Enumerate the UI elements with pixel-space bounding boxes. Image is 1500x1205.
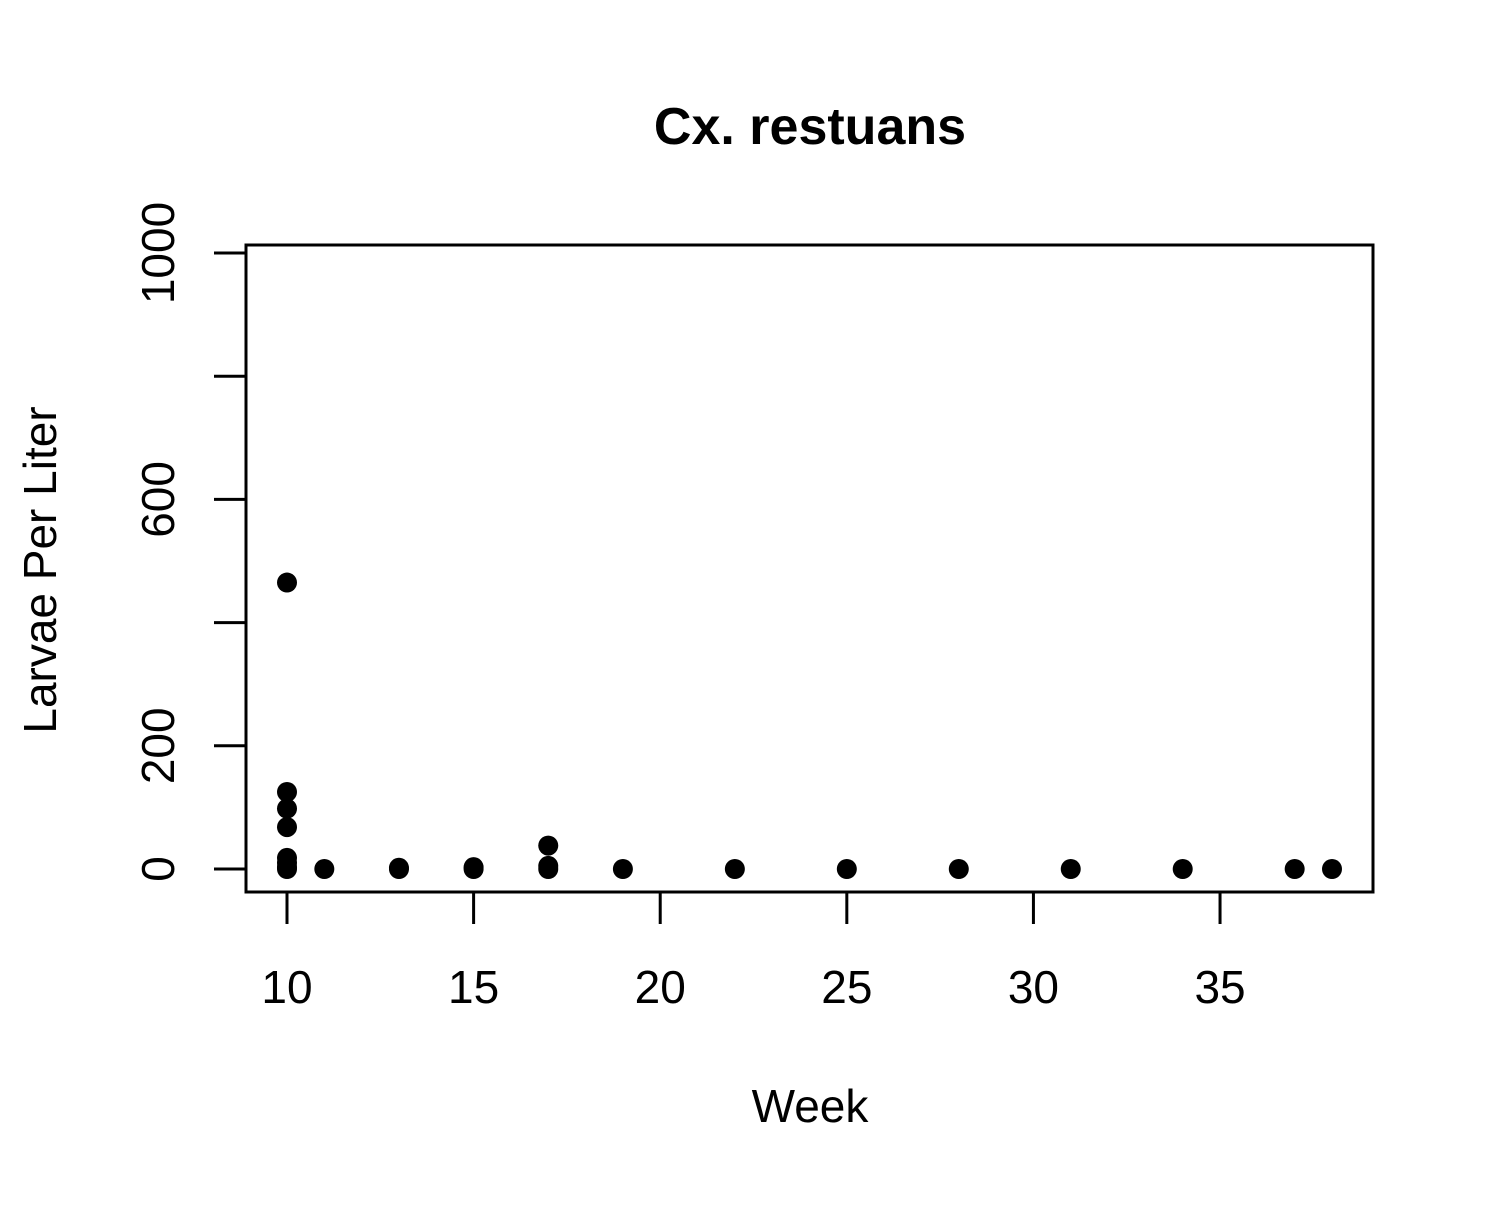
data-point bbox=[538, 835, 559, 856]
x-tick-label: 10 bbox=[261, 961, 312, 1013]
y-tick-label: 0 bbox=[132, 856, 184, 882]
x-axis-label: Week bbox=[752, 1080, 870, 1132]
y-tick-label: 200 bbox=[132, 707, 184, 784]
chart-title: Cx. restuans bbox=[654, 98, 966, 156]
y-tick-label: 600 bbox=[132, 461, 184, 538]
data-point bbox=[1172, 859, 1193, 879]
x-tick-label: 25 bbox=[821, 961, 872, 1013]
data-point bbox=[836, 859, 857, 879]
data-point bbox=[314, 859, 335, 879]
data-point bbox=[1284, 859, 1305, 879]
data-point bbox=[1322, 859, 1342, 879]
x-axis: 10 15 20 25 30 35 bbox=[261, 890, 1246, 1013]
data-point bbox=[463, 859, 484, 879]
data-point bbox=[948, 859, 969, 879]
data-point bbox=[724, 859, 745, 879]
data-point bbox=[277, 859, 297, 879]
data-point bbox=[277, 798, 297, 819]
x-tick-label: 30 bbox=[1008, 961, 1059, 1013]
y-tick-label: 1000 bbox=[132, 202, 184, 304]
y-axis-label: Larvae Per Liter bbox=[14, 406, 66, 733]
x-tick-label: 20 bbox=[635, 961, 686, 1013]
data-point bbox=[1060, 859, 1081, 879]
data-points bbox=[277, 572, 1342, 879]
data-point bbox=[612, 859, 633, 879]
data-point bbox=[277, 572, 297, 593]
data-point bbox=[277, 782, 297, 802]
x-tick-label: 35 bbox=[1194, 961, 1245, 1013]
plot-frame bbox=[244, 243, 1375, 894]
data-point bbox=[388, 859, 409, 879]
data-point bbox=[538, 859, 559, 879]
y-axis: 0 200 600 1000 bbox=[132, 202, 248, 882]
x-tick-label: 15 bbox=[448, 961, 499, 1013]
data-point bbox=[277, 817, 297, 838]
